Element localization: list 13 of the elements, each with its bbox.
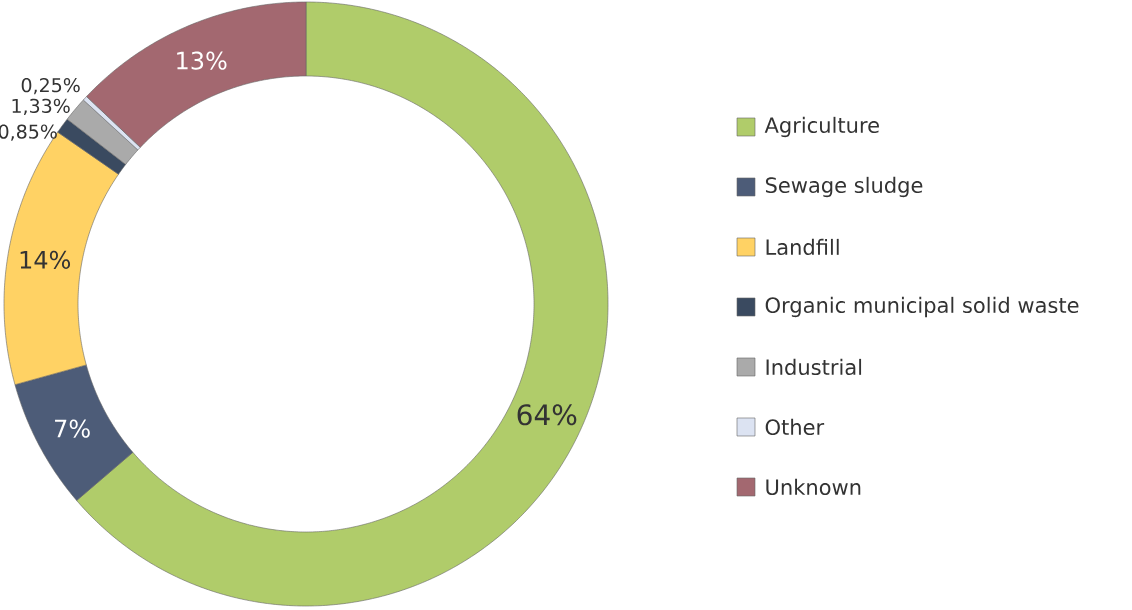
data-label: 1,33%	[12, 98, 70, 115]
legend-label: Organic municipal solid waste	[765, 296, 1079, 318]
legend-label: Landfill	[766, 238, 839, 256]
legend-label: Agriculture	[764, 116, 879, 138]
legend-label: Unknown	[766, 478, 861, 496]
data-label: 14%	[20, 250, 71, 269]
legend-label: Other	[765, 418, 825, 436]
data-label: 13%	[177, 51, 227, 70]
legend-label: Industrial	[766, 358, 862, 376]
data-label: 7%	[55, 419, 90, 438]
data-label: 64%	[517, 404, 577, 426]
legend-label: Sewage sludge	[765, 176, 923, 198]
data-label: 0,25%	[21, 77, 80, 95]
